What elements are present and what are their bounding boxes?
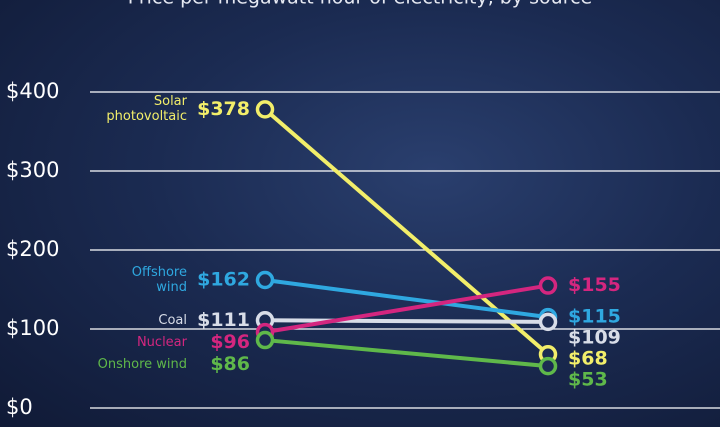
- value-label: $109: [568, 327, 621, 349]
- y-tick-label: $400: [6, 79, 59, 103]
- slope-line: [264, 338, 549, 369]
- y-tick-label: $200: [6, 237, 59, 261]
- point: [538, 276, 558, 295]
- value-label: $162: [197, 269, 250, 291]
- point: [538, 312, 558, 332]
- point: [255, 100, 275, 119]
- slope-line: [263, 107, 550, 356]
- series-name: Coal: [158, 312, 187, 328]
- value-label: $68: [568, 348, 608, 370]
- point: [255, 330, 275, 350]
- subtitle: Price per megawatt hour of electricity, …: [128, 0, 593, 9]
- slope-line: [264, 318, 549, 324]
- series-name: Nuclear: [136, 334, 187, 350]
- value-label: $96: [210, 331, 250, 353]
- point: [255, 270, 275, 290]
- series-name: Offshore wind: [131, 265, 187, 296]
- value-label: $155: [568, 274, 621, 296]
- value-label: $115: [568, 306, 621, 328]
- series-name: Onshore wind: [97, 356, 187, 372]
- y-tick-label: $100: [6, 316, 59, 340]
- value-label: $111: [197, 309, 250, 331]
- value-label: $86: [210, 353, 250, 375]
- value-label: $378: [197, 98, 250, 120]
- value-label: $53: [568, 369, 608, 391]
- point: [538, 356, 558, 376]
- series-name: Solar photovoltaic: [106, 94, 187, 125]
- slope-line: [264, 283, 549, 335]
- y-tick-label: $0: [6, 395, 33, 419]
- y-tick-label: $300: [6, 158, 59, 182]
- slope-line: [264, 278, 549, 320]
